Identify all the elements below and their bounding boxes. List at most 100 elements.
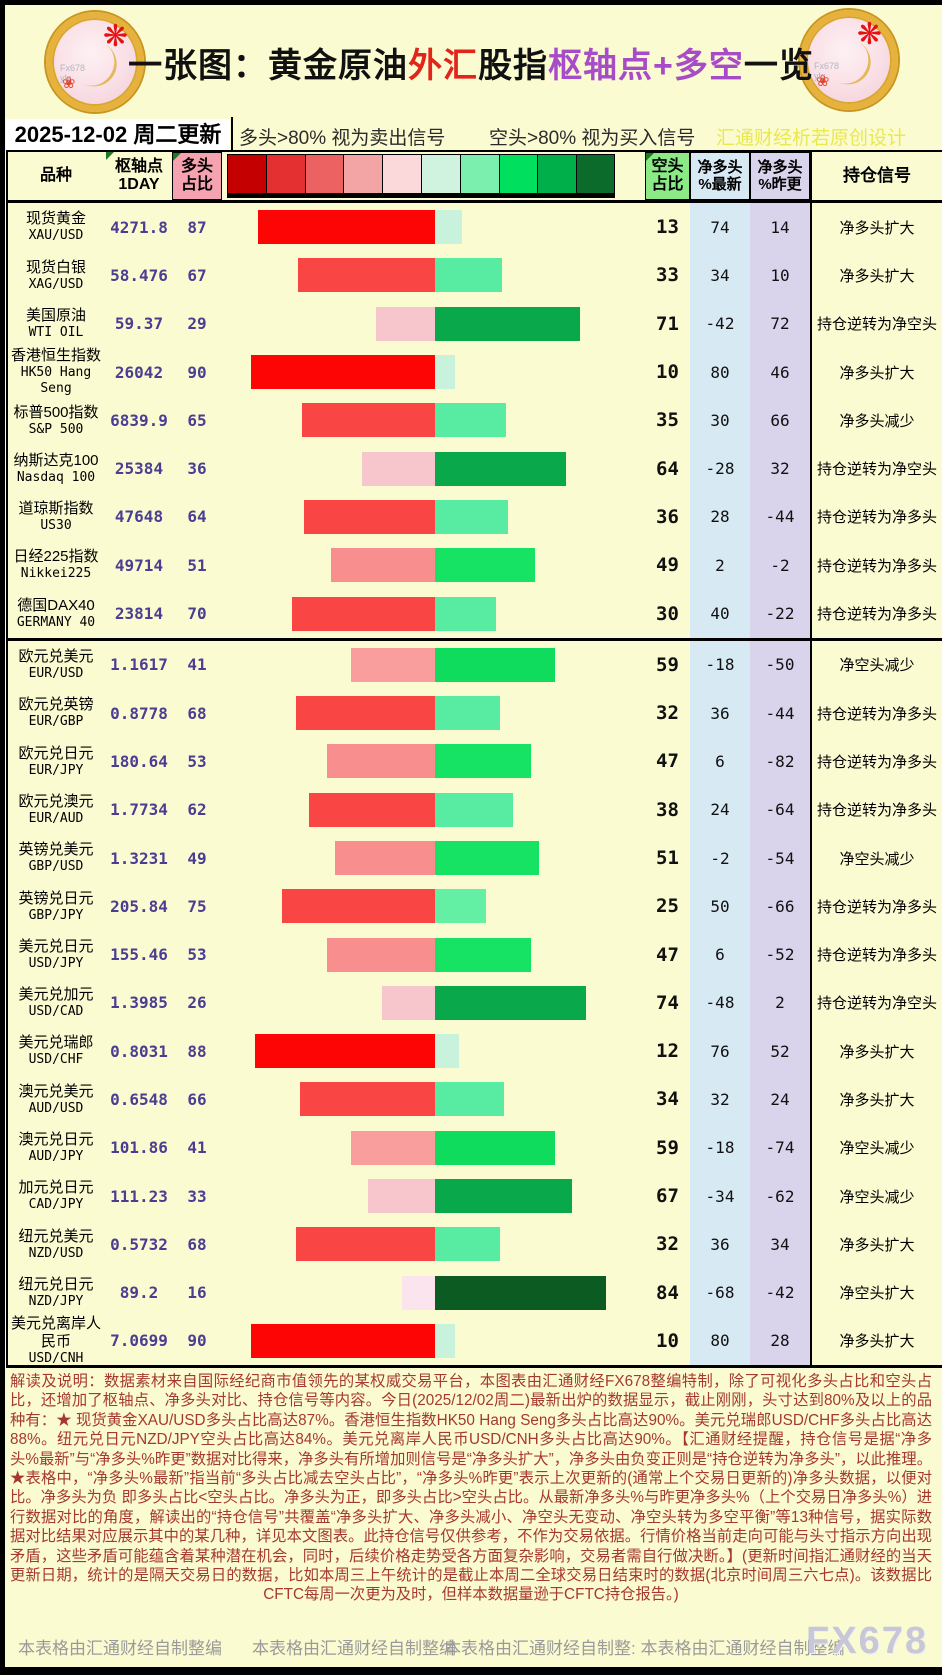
scale-swatch	[420, 154, 460, 194]
long-pct: 75	[187, 896, 207, 916]
short-pct: 64	[656, 457, 679, 480]
diverging-bar	[222, 203, 645, 251]
pivot-value: 59.37	[114, 314, 164, 334]
instrument-code: GERMANY 40	[16, 614, 96, 630]
net-long-previous: 66	[750, 396, 810, 445]
position-signal: 净多头减少	[810, 396, 942, 445]
header-color-scale	[222, 152, 645, 200]
net-long-previous: -42	[750, 1268, 810, 1317]
position-signal: 持仓逆转为净多头	[810, 930, 942, 979]
short-pct: 30	[656, 602, 679, 625]
sell-signal-note: 多头>80% 视为卖出信号	[239, 128, 446, 149]
net-long-previous: -64	[750, 785, 810, 834]
diverging-bar	[222, 689, 645, 737]
net-long-previous: -50	[750, 640, 810, 689]
net-long-latest: -2	[690, 833, 750, 883]
instrument-cn-label: 现货白银	[25, 258, 86, 276]
position-signal: 净空头减少	[810, 1171, 942, 1221]
instrument-name: 澳元兑美元 AUD/USD	[6, 1083, 106, 1117]
table-row: 香港恒生指数 HK50 Hang Seng 26042 90 10 80 46 净多头扩大	[6, 347, 942, 397]
long-pct: 16	[187, 1283, 207, 1303]
title-segment: 一览	[743, 47, 814, 85]
watermark-top: 汇通财经析若原创设计	[716, 128, 907, 149]
table-row: 现货黄金 XAU/USD 4271.8 87 13 74 14 净多头扩大	[6, 203, 942, 252]
net-long-latest: 34	[690, 251, 750, 300]
instrument-cn-label: 美元兑日元	[18, 937, 94, 955]
short-bar	[435, 985, 586, 1020]
net-long-latest: 80	[690, 1316, 750, 1366]
instrument-name: 美元兑瑞郎 USD/CHF	[6, 1034, 106, 1068]
pivot-value: 23814	[114, 604, 164, 624]
table-left-border	[6, 150, 8, 1365]
table-row: 澳元兑日元 AUD/JPY 101.86 41 59 -18 -74 净空头减少	[6, 1123, 942, 1172]
scale-swatch	[537, 154, 577, 194]
short-bar	[435, 889, 486, 924]
short-pct: 10	[656, 1329, 679, 1352]
short-pct: 59	[656, 653, 679, 676]
short-bar	[435, 403, 507, 438]
short-bar	[435, 596, 497, 631]
diverging-bar	[222, 396, 645, 444]
pivot-value: 0.5732	[110, 1234, 168, 1254]
diverging-bar	[222, 1124, 645, 1172]
long-pct: 87	[187, 217, 207, 237]
position-signal: 净多头扩大	[810, 251, 942, 300]
long-bar	[304, 499, 435, 534]
net-long-previous: 72	[750, 299, 810, 348]
pivot-value: 205.84	[110, 896, 168, 916]
long-bar	[251, 355, 435, 390]
pivot-value: 1.7734	[110, 800, 168, 820]
short-bar	[435, 647, 556, 682]
short-pct: 35	[656, 409, 679, 432]
net-long-previous: 52	[750, 1027, 810, 1076]
instrument-code: USD/CAD	[28, 1004, 84, 1020]
short-pct: 33	[656, 264, 679, 287]
instrument-code: USD/JPY	[28, 955, 84, 971]
long-pct: 90	[187, 1331, 207, 1351]
long-bar	[300, 1082, 435, 1117]
footer-credit: 本表格由汇通财经自制整: 本表格由汇通财经自制整编	[444, 1639, 845, 1658]
pivot-value: 111.23	[110, 1186, 168, 1206]
pivot-value: 1.3985	[110, 993, 168, 1013]
long-bar	[351, 647, 435, 682]
scale-swatch	[304, 154, 344, 194]
net-long-latest: -68	[690, 1268, 750, 1317]
long-pct: 62	[187, 800, 207, 820]
instrument-cn-label: 现货黄金	[25, 210, 86, 228]
instrument-code: EUR/AUD	[28, 810, 84, 826]
instrument-code: WTI OIL	[28, 324, 84, 340]
pivot-value: 0.6548	[110, 1089, 168, 1109]
long-bar	[292, 596, 435, 631]
pivot-value: 7.0699	[110, 1331, 168, 1351]
net-long-previous: -66	[750, 882, 810, 931]
instrument-name: 香港恒生指数 HK50 Hang Seng	[6, 347, 106, 396]
frame-bottom	[0, 1667, 942, 1675]
short-pct: 84	[656, 1281, 679, 1304]
long-bar	[375, 306, 435, 341]
instrument-cn-label: 道琼斯指数	[18, 500, 94, 518]
position-signal: 持仓逆转为净多头	[810, 541, 942, 590]
short-bar	[435, 210, 462, 245]
table-row: 英镑兑日元 GBP/JPY 205.84 75 25 50 -66 持仓逆转为净多头	[6, 882, 942, 931]
long-bar	[326, 937, 435, 972]
long-pct: 64	[187, 507, 207, 527]
diverging-bar	[222, 251, 645, 299]
net-long-previous: -44	[750, 688, 810, 738]
instrument-cn-label: 纽元兑美元	[18, 1227, 94, 1245]
instrument-code: GBP/USD	[28, 859, 84, 875]
buy-signal-note: 空头>80% 视为买入信号	[489, 128, 696, 149]
short-pct: 25	[656, 895, 679, 918]
diverging-bar	[222, 541, 645, 589]
scale-swatch	[459, 154, 499, 194]
header-short-pct: 空头 占比	[645, 152, 690, 200]
net-long-latest: 24	[690, 785, 750, 834]
short-pct: 12	[656, 1040, 679, 1063]
position-signal: 持仓逆转为净多头	[810, 492, 942, 542]
diverging-bar	[222, 1027, 645, 1075]
instrument-cn-label: 欧元兑日元	[18, 744, 94, 762]
net-long-latest: 80	[690, 347, 750, 397]
long-bar	[296, 1227, 435, 1262]
long-bar	[361, 451, 435, 486]
instrument-code: AUD/USD	[28, 1100, 84, 1116]
instrument-name: 美国原油 WTI OIL	[6, 307, 106, 341]
